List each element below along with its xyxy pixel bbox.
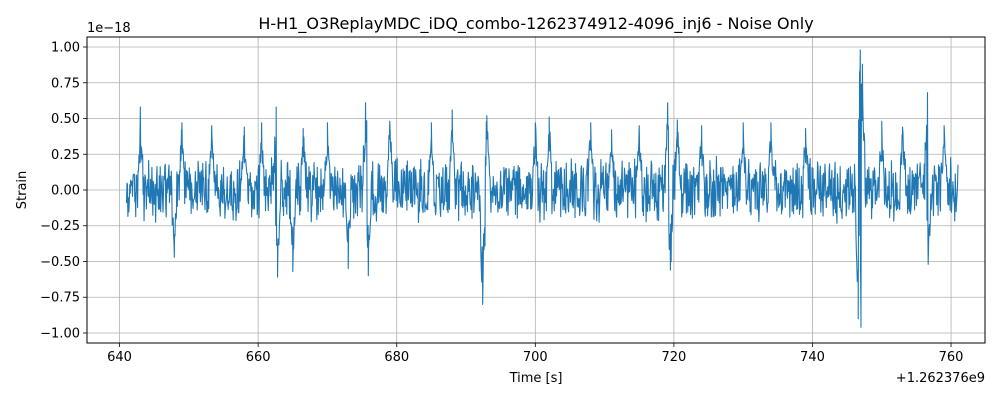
x-tick-label: 740: [800, 350, 825, 365]
y-tick-label: 1.00: [51, 41, 80, 56]
x-offset-label: +1.262376e9: [896, 371, 985, 386]
x-axis-ticks: 640 660 680 700 720 740 760: [107, 343, 963, 365]
y-tick-label: −0.75: [40, 291, 80, 306]
y-tick-label: −0.25: [40, 219, 80, 234]
x-tick-label: 640: [107, 350, 132, 365]
x-tick-label: 680: [384, 350, 409, 365]
x-tick-label: 720: [661, 350, 686, 365]
y-tick-label: −0.50: [40, 255, 80, 270]
x-tick-label: 760: [939, 350, 964, 365]
x-tick-label: 660: [246, 350, 271, 365]
y-scale-label: 1e−18: [87, 21, 131, 36]
strain-series-line: [125, 49, 959, 328]
chart-title: H-H1_O3ReplayMDC_iDQ_combo-1262374912-40…: [258, 14, 813, 34]
x-axis-label: Time [s]: [509, 371, 563, 386]
y-tick-label: 0.00: [51, 184, 80, 199]
y-tick-label: 0.25: [51, 148, 80, 163]
y-axis-label: Strain: [15, 171, 30, 210]
y-axis-ticks: −1.00 −0.75 −0.50 −0.25 0.00 0.25 0.50 0.75 1.00: [40, 41, 87, 341]
y-tick-label: −1.00: [40, 326, 80, 341]
series-layer: [125, 49, 959, 328]
y-tick-label: 0.75: [51, 76, 80, 91]
y-tick-label: 0.50: [51, 112, 80, 127]
x-tick-label: 700: [523, 350, 548, 365]
